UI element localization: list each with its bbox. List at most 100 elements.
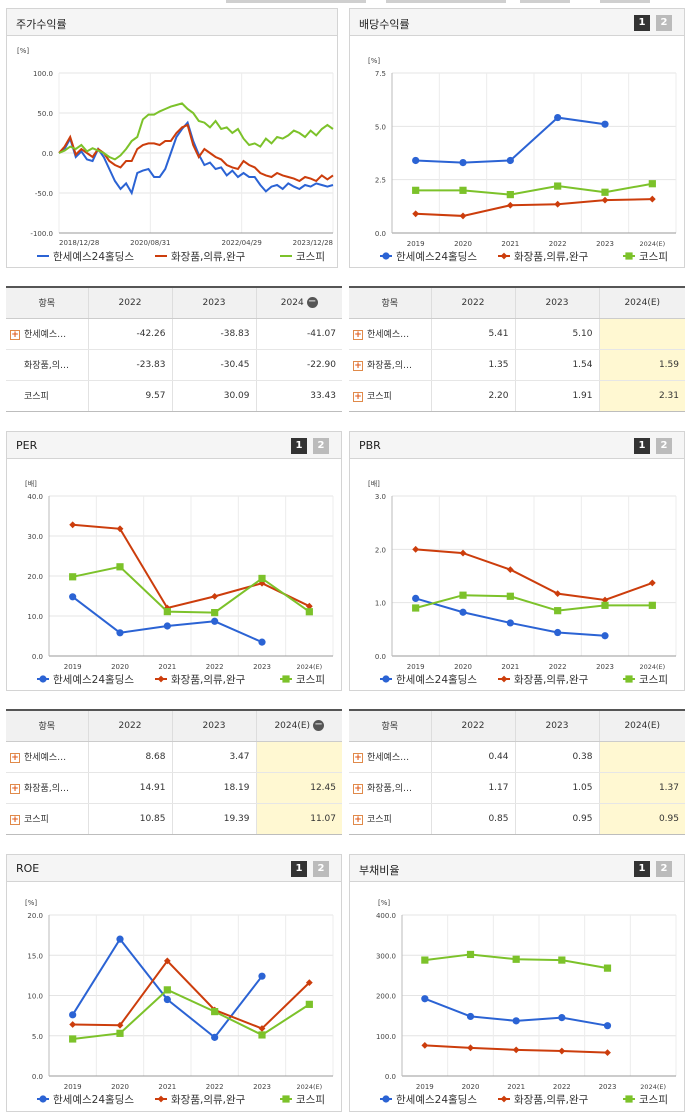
- data-point: [500, 252, 508, 260]
- series-line: [58, 102, 334, 161]
- debt-ratio-panel: 부채비율 1 2 [%] 400.0 300.0 200.0 100.0 0.0 2019 2…: [349, 854, 685, 1112]
- legend-label: 한세예스24홀딩스: [53, 673, 134, 686]
- data-point: [412, 156, 420, 165]
- x-tick-label: 2023: [596, 663, 614, 671]
- cell: 1.59: [599, 349, 685, 381]
- per-chart: [배] 40.0 30.0 20.0 10.0 0.0 2019 2020 2021 2022 20…: [25, 479, 334, 686]
- table-row: 화장품,의… -23.83 -30.45 -22.90: [6, 349, 342, 381]
- collapse-icon[interactable]: −: [313, 719, 325, 732]
- col-header: 2024(E): [599, 711, 685, 742]
- series-line: [72, 596, 263, 644]
- cell: 2.20: [431, 380, 516, 411]
- data-point: [211, 1033, 219, 1041]
- data-point: [305, 979, 313, 987]
- page-2-button[interactable]: 2: [656, 438, 672, 454]
- page-2-button[interactable]: 2: [656, 15, 672, 31]
- data-point: [512, 1017, 520, 1025]
- debt-ratio-chart: [%] 400.0 300.0 200.0 100.0 0.0 2019 2020 2021 20…: [376, 899, 677, 1106]
- y-tick-label: 0.0: [32, 1073, 43, 1081]
- col-header: 2023: [515, 711, 600, 742]
- data-point: [163, 986, 171, 994]
- collapse-icon[interactable]: −: [306, 296, 318, 309]
- data-point: [421, 1042, 429, 1049]
- cell: 11.07: [256, 803, 342, 834]
- legend-label: 코스피: [639, 1094, 668, 1106]
- x-tick-label: 2020: [111, 1083, 129, 1091]
- cell: -23.83: [88, 349, 173, 381]
- y-tick-label: 5.0: [32, 1033, 43, 1041]
- legend-label: 한세예스24홀딩스: [396, 673, 477, 686]
- unit-label: [%]: [378, 899, 390, 907]
- cell: 1.54: [515, 349, 600, 381]
- data-point: [601, 601, 609, 609]
- series-line: [415, 594, 653, 612]
- expand-icon[interactable]: +: [10, 814, 20, 825]
- legend-label: 코스피: [296, 1094, 325, 1106]
- legend-label: 화장품,의류,완구: [514, 673, 589, 686]
- series-line: [415, 116, 606, 164]
- panel-header: 부채비율 1 2: [350, 855, 684, 882]
- expand-icon[interactable]: +: [353, 783, 363, 794]
- unit-label: [배]: [368, 479, 380, 488]
- dividend-panel: 배당수익률 1 2 [%] 7.5 5.0 2.5 0.0 2019 2020 2021 202…: [349, 8, 685, 268]
- col-header-label: 2024: [280, 298, 304, 309]
- pbr-panel: PBR 1 2 [배] 3.0 2.0 1.0 0.0 2019 2020 2021 2022 2…: [349, 431, 685, 691]
- cell: 1.37: [599, 772, 685, 804]
- y-tick-label: 0.0: [42, 150, 53, 158]
- y-tick-label: 0.0: [375, 653, 386, 661]
- x-tick-label: 2024(E): [296, 1083, 322, 1091]
- page-2-button[interactable]: 2: [313, 438, 329, 454]
- data-point: [382, 675, 390, 683]
- expand-icon[interactable]: +: [10, 783, 20, 794]
- stock-return-chart: [%] 100.0 50.0 0.0 -50.0 -100.0 2018/12/28 2020…: [17, 47, 334, 263]
- data-point: [554, 182, 562, 190]
- expand-icon[interactable]: +: [10, 329, 20, 340]
- cell: 0.85: [431, 803, 516, 834]
- col-header: 2022: [431, 711, 516, 742]
- expand-icon[interactable]: +: [353, 360, 363, 371]
- legend-label: 한세예스24홀딩스: [53, 1093, 134, 1106]
- data-point: [382, 1095, 390, 1103]
- y-tick-label: 200.0: [376, 993, 396, 1001]
- y-tick-label: 100.0: [33, 70, 53, 78]
- stock-return-panel: 주가수익률 [%] 100.0 50.0 0.0 -50.0 -100.0 2018/12/…: [6, 8, 338, 268]
- data-point: [466, 950, 475, 959]
- x-tick-label: 2022: [549, 663, 567, 671]
- page-1-button[interactable]: 1: [291, 438, 307, 454]
- panel-title: PBR: [359, 439, 381, 452]
- row-name: + 한세예스…: [349, 741, 432, 773]
- series-line: [58, 120, 334, 196]
- page-1-button[interactable]: 1: [634, 438, 650, 454]
- table-row: + 한세예스… 0.44 0.38: [349, 741, 685, 773]
- expand-icon[interactable]: +: [353, 391, 363, 402]
- y-tick-label: 2.0: [375, 546, 386, 554]
- page-1-button[interactable]: 1: [291, 861, 307, 877]
- data-point: [211, 592, 219, 600]
- row-label: 코스피: [24, 815, 49, 826]
- expand-icon[interactable]: +: [353, 329, 363, 340]
- data-point: [554, 590, 562, 597]
- expand-icon[interactable]: +: [10, 752, 20, 763]
- x-tick-label: 2024(E): [639, 663, 665, 671]
- page-2-button[interactable]: 2: [313, 861, 329, 877]
- x-tick-label: 2022: [549, 240, 567, 248]
- data-point: [506, 566, 514, 573]
- data-point: [625, 675, 633, 683]
- x-tick-label: 2019: [64, 663, 82, 671]
- roe-chart: [%] 20.0 15.0 10.0 5.0 0.0 2019 2020 2021 2022 202…: [25, 899, 334, 1106]
- page-2-button[interactable]: 2: [656, 861, 672, 877]
- expand-icon[interactable]: +: [353, 814, 363, 825]
- x-tick-label: 2020: [454, 663, 472, 671]
- row-name: 화장품,의…: [6, 349, 89, 381]
- cell: 9.57: [88, 380, 173, 411]
- y-tick-label: 0.0: [375, 230, 386, 238]
- table-row: + 한세예스… -42.26 -38.83 -41.07: [6, 318, 342, 350]
- data-point: [558, 1047, 566, 1055]
- page-1-button[interactable]: 1: [634, 15, 650, 31]
- row-name: + 코스피: [349, 380, 432, 411]
- page-1-button[interactable]: 1: [634, 861, 650, 877]
- data-point: [506, 156, 514, 165]
- expand-icon[interactable]: +: [353, 752, 363, 763]
- cell: 1.05: [515, 772, 600, 804]
- data-point: [305, 608, 313, 616]
